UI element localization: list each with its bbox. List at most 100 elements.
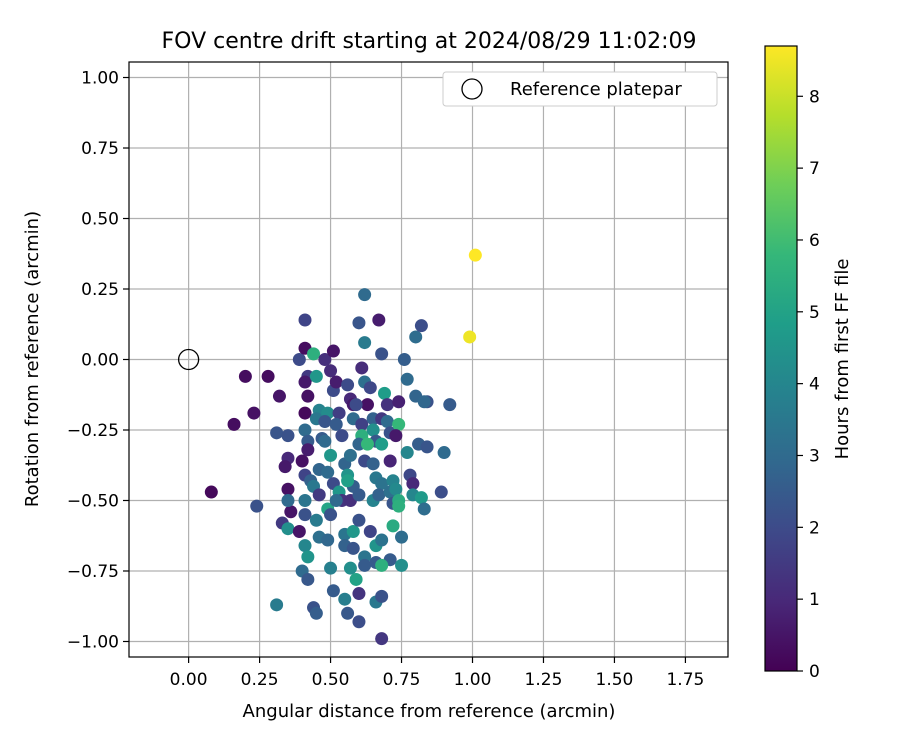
data-point — [375, 558, 389, 572]
data-point — [343, 561, 357, 575]
colorbar-tick-label: 0 — [809, 662, 820, 682]
legend-label-reference: Reference platepar — [510, 79, 682, 100]
data-point — [326, 344, 340, 358]
data-point — [375, 589, 389, 603]
colorbar-tick-label: 6 — [809, 231, 820, 251]
data-point — [380, 398, 394, 412]
data-point — [329, 493, 343, 507]
data-point — [204, 485, 218, 499]
y-axis-label: Rotation from reference (arcmin) — [22, 211, 43, 507]
data-point — [363, 525, 377, 539]
data-point — [341, 378, 355, 392]
data-point — [372, 488, 386, 502]
data-point — [352, 615, 366, 629]
data-point — [332, 406, 346, 420]
data-point — [355, 417, 369, 431]
data-point — [395, 530, 409, 544]
data-point — [386, 519, 400, 533]
reference-platepar-point — [177, 348, 200, 371]
data-point — [375, 632, 389, 646]
x-tick-label: 0.00 — [170, 670, 208, 690]
x-tick-label: 0.75 — [383, 670, 421, 690]
data-point — [301, 389, 315, 403]
data-point — [324, 448, 338, 462]
data-point — [324, 561, 338, 575]
plot-area-frame — [128, 61, 729, 658]
data-point — [380, 415, 394, 429]
data-point — [352, 488, 366, 502]
data-point — [261, 369, 275, 383]
data-point — [383, 454, 397, 468]
data-point — [437, 446, 451, 460]
data-point — [443, 398, 457, 412]
data-point — [309, 513, 323, 527]
data-point — [281, 429, 295, 443]
data-point — [414, 319, 428, 333]
colorbar-tick-label: 8 — [809, 87, 820, 107]
data-point — [298, 423, 312, 437]
data-point — [335, 429, 349, 443]
x-tick-label: 1.50 — [596, 670, 634, 690]
data-point — [392, 499, 406, 513]
data-point — [346, 525, 360, 539]
data-point — [298, 493, 312, 507]
data-point — [284, 505, 298, 519]
data-point — [420, 440, 434, 454]
data-point — [392, 417, 406, 431]
x-tick-label: 0.50 — [312, 670, 350, 690]
data-point — [358, 558, 372, 572]
y-axis-ticks: −1.00 −0.75 −0.50 −0.25 0.00 0.25 0.50 0.75 1.00 — [67, 69, 129, 652]
data-point — [321, 465, 335, 479]
colorbar-tick-label: 3 — [809, 446, 820, 466]
data-point — [272, 389, 286, 403]
data-point — [278, 460, 292, 474]
data-point — [395, 558, 409, 572]
reference-marker — [177, 348, 200, 371]
data-point — [389, 429, 403, 443]
data-point — [434, 485, 448, 499]
data-point — [397, 353, 411, 366]
colorbar-label: Hours from first FF file — [832, 259, 853, 460]
data-point — [329, 417, 343, 431]
data-point — [360, 398, 374, 412]
colorbar — [764, 45, 798, 672]
data-point — [375, 533, 389, 547]
grid-lines — [129, 62, 728, 657]
data-point — [389, 482, 403, 496]
data-point — [463, 330, 477, 344]
colorbar-tick-label: 7 — [809, 159, 820, 179]
data-point — [281, 522, 295, 536]
data-point — [343, 448, 357, 462]
data-point — [238, 369, 252, 383]
data-point — [318, 434, 332, 448]
data-point — [375, 477, 389, 491]
data-point — [301, 572, 315, 586]
data-point — [352, 513, 366, 527]
data-point — [363, 381, 377, 395]
data-point — [349, 572, 363, 586]
data-point — [375, 347, 389, 361]
data-point — [417, 395, 431, 409]
data-point — [227, 417, 241, 431]
data-point — [417, 502, 431, 516]
data-point — [409, 330, 423, 344]
x-tick-label: 1.25 — [525, 670, 563, 690]
data-point — [301, 550, 315, 564]
data-point — [301, 443, 315, 457]
data-point — [377, 386, 391, 400]
data-point — [324, 364, 338, 378]
colorbar-tick-label: 4 — [809, 375, 820, 395]
y-tick-label: 0.00 — [81, 351, 119, 371]
data-point — [298, 313, 312, 327]
data-point — [298, 539, 312, 553]
data-point — [355, 361, 369, 375]
colorbar-tick-label: 2 — [809, 518, 820, 538]
colorbar-ticks: 0 1 2 3 4 5 6 7 8 — [797, 87, 820, 682]
legend-reference-marker — [461, 78, 483, 100]
x-axis-ticks: 0.00 0.25 0.50 0.75 1.00 1.25 1.50 1.75 — [170, 657, 704, 690]
data-point — [346, 541, 360, 555]
data-point — [375, 437, 389, 451]
data-point — [321, 533, 335, 547]
data-point — [281, 493, 295, 507]
legend: Reference platepar — [442, 71, 718, 107]
